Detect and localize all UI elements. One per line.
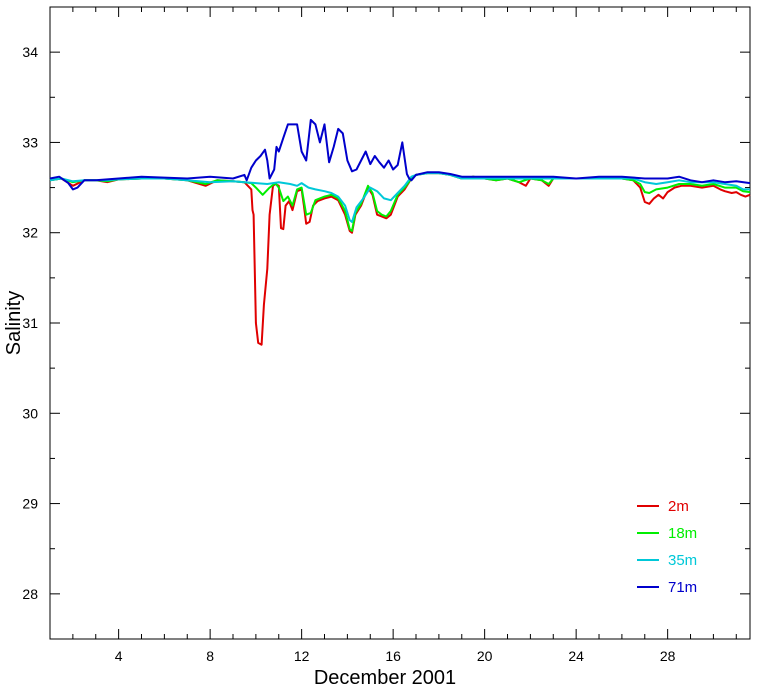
x-tick-label: 20 <box>477 648 493 664</box>
y-minor-ticks <box>50 6 750 640</box>
y-axis-label: Salinity <box>3 291 25 355</box>
x-tick-label: 24 <box>568 648 584 664</box>
series-line-35m <box>49 172 750 223</box>
legend: 2m 18m 35m 71m <box>637 498 697 596</box>
y-axis-ticks: 28 29 30 31 32 33 34 <box>22 44 750 602</box>
x-tick-label: 8 <box>206 648 214 664</box>
y-tick-label: 29 <box>22 496 38 512</box>
x-tick-label: 12 <box>294 648 310 664</box>
x-axis-ticks: 4 8 12 16 20 24 28 <box>115 7 676 664</box>
series-lines <box>49 118 751 346</box>
y-tick-label: 34 <box>22 44 38 60</box>
y-tick-label: 31 <box>22 315 38 331</box>
plot-frame <box>49 6 751 640</box>
legend-label-18m: 18m <box>668 525 697 542</box>
y-tick-label: 28 <box>22 586 38 602</box>
legend-label-35m: 35m <box>668 552 697 569</box>
legend-label-2m: 2m <box>668 498 689 515</box>
x-tick-label: 16 <box>385 648 401 664</box>
series-line-71m <box>49 118 751 191</box>
x-tick-label: 4 <box>115 648 123 664</box>
series-line-2m <box>49 172 751 346</box>
y-tick-label: 30 <box>22 405 38 421</box>
x-minor-ticks <box>49 7 737 639</box>
x-tick-label: 28 <box>660 648 676 664</box>
x-axis-label: December 2001 <box>314 667 456 685</box>
legend-label-71m: 71m <box>668 579 697 596</box>
y-tick-label: 33 <box>22 134 38 150</box>
y-tick-label: 32 <box>22 225 38 241</box>
